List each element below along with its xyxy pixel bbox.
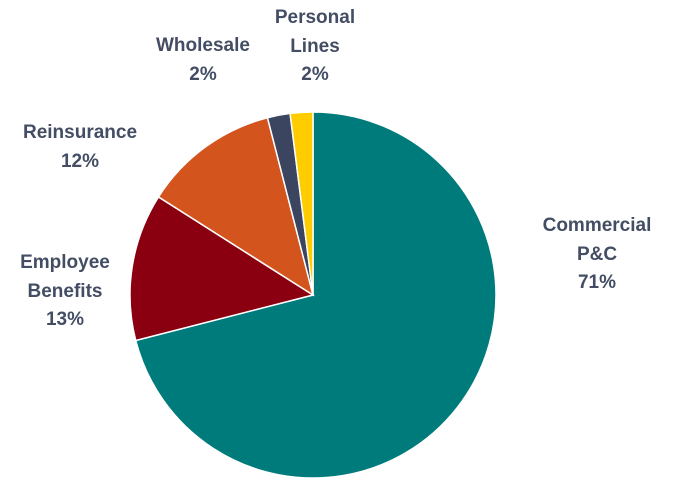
slice-label: Reinsurance 12% — [5, 119, 155, 176]
slice-label: Personal Lines 2% — [260, 4, 370, 90]
value-label: 13% — [45, 309, 85, 330]
slice-label: Commercial P&C 71% — [527, 212, 667, 298]
value-label: 2% — [301, 64, 329, 85]
slice-label: Employee Benefits 13% — [5, 249, 125, 335]
pie-slice — [289, 111, 314, 296]
category-name: Wholesale — [156, 35, 250, 56]
value-label: 12% — [60, 150, 100, 172]
category-name: Commercial P&C — [542, 215, 652, 265]
pie-slice — [157, 116, 315, 297]
pie-slice — [129, 195, 315, 342]
category-name: Reinsurance — [22, 122, 138, 143]
pie-slice — [134, 111, 497, 479]
slice-label: Wholesale 2% — [143, 32, 263, 89]
value-label: 2% — [189, 63, 217, 85]
category-name: Employee Benefits — [20, 252, 110, 302]
category-name: Personal Lines — [274, 7, 356, 57]
value-label: 71% — [577, 272, 617, 293]
